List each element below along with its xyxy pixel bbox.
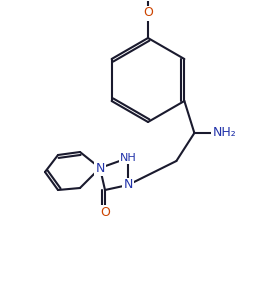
Text: N: N [95,162,105,175]
Text: NH: NH [120,153,136,163]
Text: NH₂: NH₂ [213,126,236,139]
Text: N: N [123,179,133,192]
Text: O: O [100,206,110,219]
Text: O: O [143,7,153,20]
